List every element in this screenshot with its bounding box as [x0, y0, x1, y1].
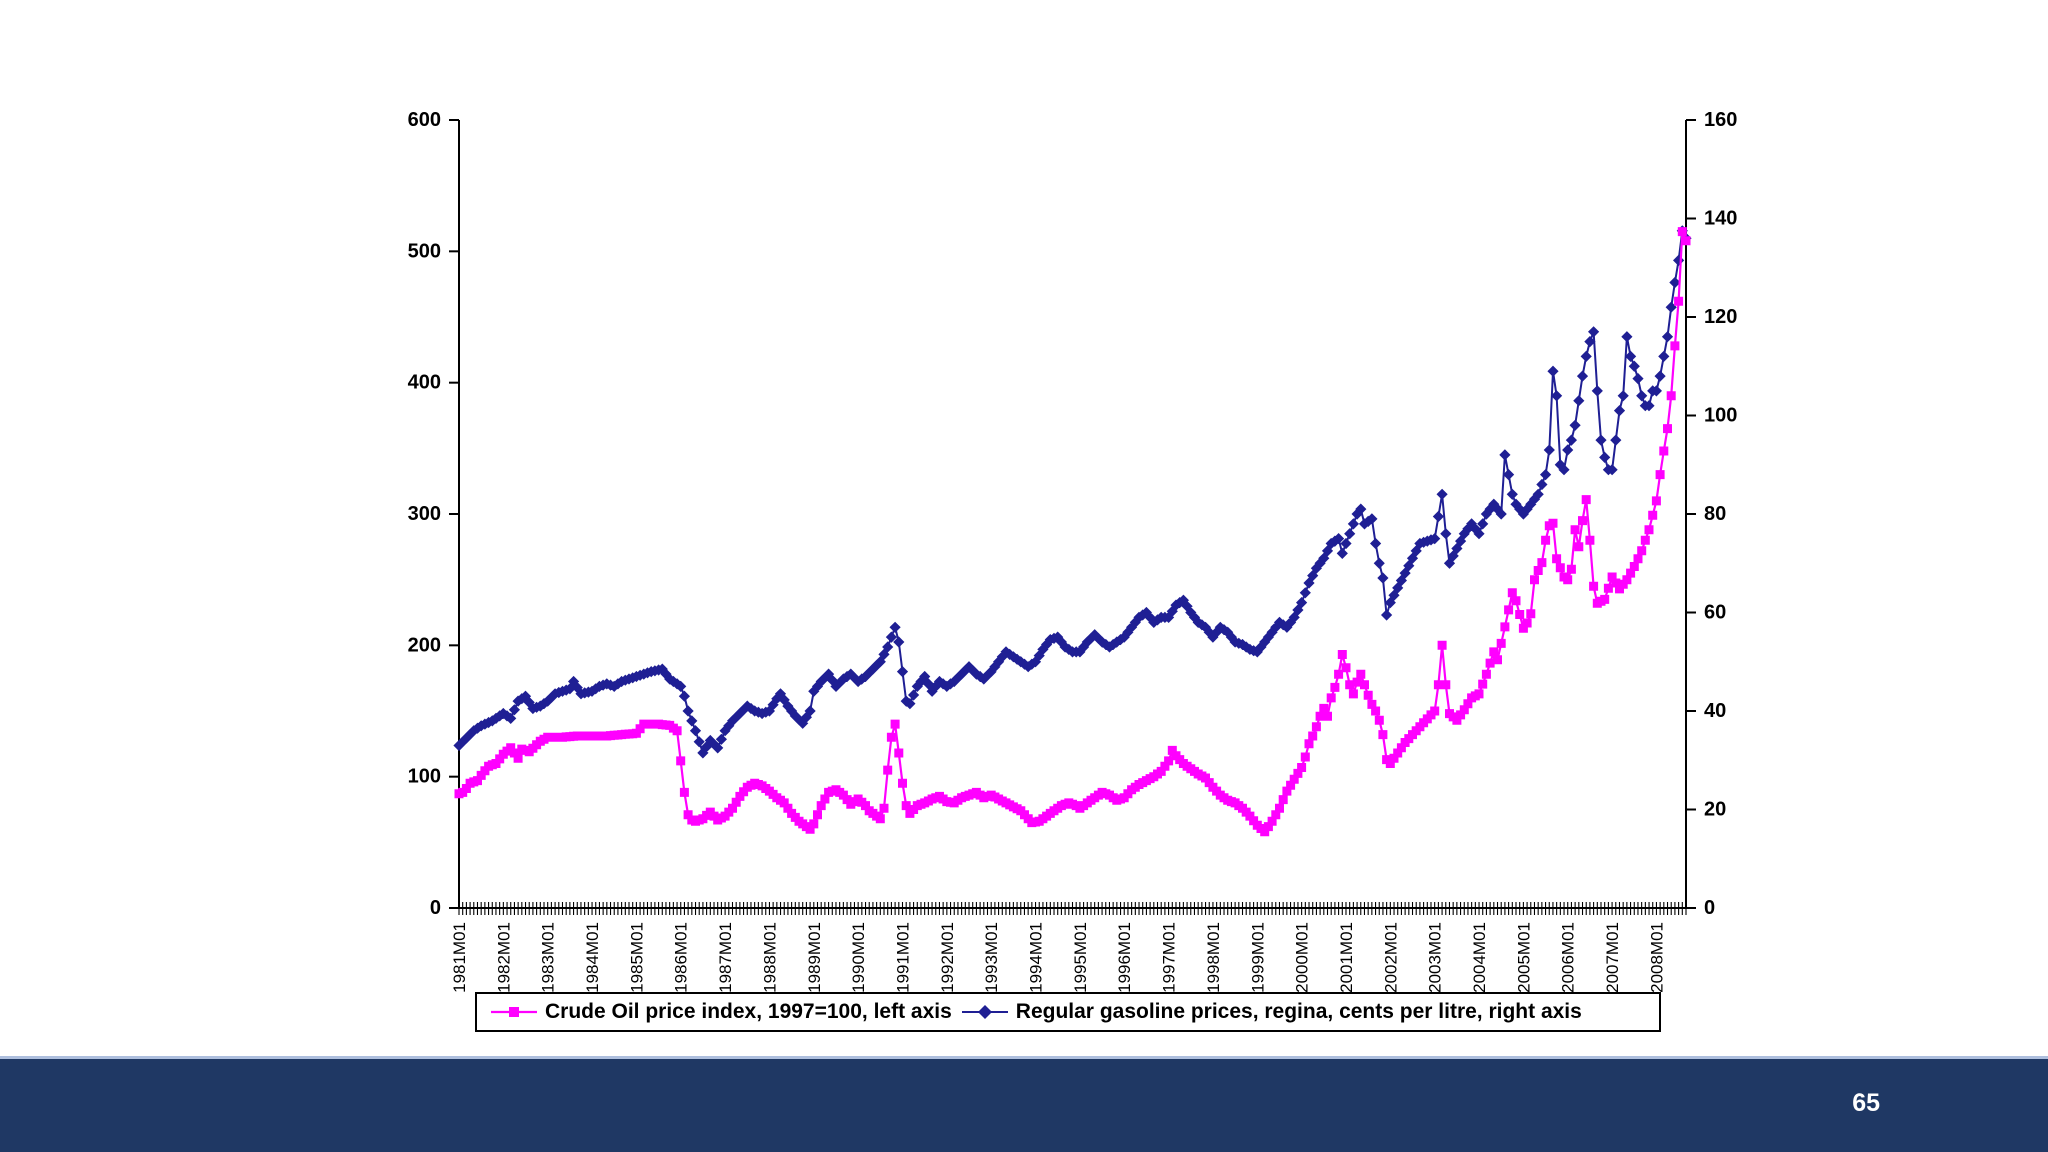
- x-axis-year-label: 2008M01: [1647, 922, 1666, 993]
- right-axis-tick-label: 160: [1704, 109, 1737, 131]
- left-axis-tick-label: 100: [408, 766, 441, 788]
- page-number: 65: [1852, 1089, 1880, 1117]
- x-axis-year-label: 1997M01: [1160, 922, 1179, 993]
- right-axis-tick-label: 100: [1704, 405, 1737, 427]
- right-axis-tick-label: 140: [1704, 208, 1737, 230]
- gasoline-series-markers: [453, 225, 1692, 759]
- x-axis-year-label: 1999M01: [1248, 922, 1267, 993]
- gasoline-legend-marker-icon: [961, 1005, 1008, 1019]
- crude-oil-legend-marker-icon: [491, 1007, 537, 1017]
- x-axis-year-label: 1998M01: [1204, 922, 1223, 993]
- x-axis-year-label: 1990M01: [849, 922, 868, 993]
- x-axis-year-label: 2001M01: [1337, 922, 1356, 993]
- x-axis-year-label: 1985M01: [627, 922, 646, 993]
- legend-label-gasoline: Regular gasoline prices, regina, cents p…: [1015, 1000, 1582, 1023]
- x-axis-year-label: 2006M01: [1559, 922, 1578, 993]
- right-axis-tick-label: 60: [1704, 602, 1726, 624]
- x-axis-year-label: 2004M01: [1470, 922, 1489, 993]
- x-axis-year-label: 1989M01: [805, 922, 824, 993]
- x-axis-year-label: 1992M01: [938, 922, 957, 993]
- x-axis-year-label: 1982M01: [494, 922, 513, 993]
- left-axis-tick-label: 400: [408, 372, 441, 394]
- chart-legend: Crude Oil price index, 1997=100, left ax…: [475, 992, 1661, 1032]
- left-axis-tick-label: 200: [408, 634, 441, 656]
- x-axis-year-label: 1984M01: [583, 922, 602, 993]
- crude-oil-series-line: [458, 231, 1688, 834]
- x-axis-year-label: 1994M01: [1027, 922, 1046, 993]
- x-axis-year-label: 2000M01: [1293, 922, 1312, 993]
- x-axis-year-label: 1993M01: [982, 922, 1001, 993]
- x-axis-year-label: 1988M01: [760, 922, 779, 993]
- x-axis-year-label: 2007M01: [1603, 922, 1622, 993]
- x-axis-year-label: 1987M01: [716, 922, 735, 993]
- legend-entry-crude-oil: Crude Oil price index, 1997=100, left ax…: [491, 1000, 952, 1024]
- left-axis-tick-label: 600: [408, 109, 441, 131]
- right-axis-tick-label: 80: [1704, 503, 1726, 525]
- legend-label-crude-oil: Crude Oil price index, 1997=100, left ax…: [545, 1000, 952, 1023]
- legend-entry-gasoline: Regular gasoline prices, regina, cents p…: [961, 1000, 1582, 1024]
- x-axis-year-label: 1996M01: [1115, 922, 1134, 993]
- right-axis-tick-label: 0: [1704, 897, 1715, 919]
- left-axis-tick-label: 300: [408, 503, 441, 525]
- x-axis-year-label: 1995M01: [1071, 922, 1090, 993]
- x-axis-year-label: 1991M01: [893, 922, 912, 993]
- x-axis-year-label: 1983M01: [539, 922, 558, 993]
- left-axis-tick-label: 0: [430, 897, 441, 919]
- right-axis-tick-label: 20: [1704, 799, 1726, 821]
- x-axis-year-label: 1981M01: [450, 922, 469, 993]
- right-axis-tick-label: 40: [1704, 700, 1726, 722]
- x-axis-year-label: 2005M01: [1514, 922, 1533, 993]
- x-axis-year-label: 1986M01: [672, 922, 691, 993]
- x-axis-year-label: 2002M01: [1381, 922, 1400, 993]
- crude-oil-series-markers: [454, 227, 1691, 837]
- x-axis-year-label: 2003M01: [1426, 922, 1445, 993]
- left-axis-tick-label: 500: [408, 240, 441, 262]
- right-axis-tick-label: 120: [1704, 306, 1737, 328]
- footer-bar: 65: [0, 1056, 2048, 1152]
